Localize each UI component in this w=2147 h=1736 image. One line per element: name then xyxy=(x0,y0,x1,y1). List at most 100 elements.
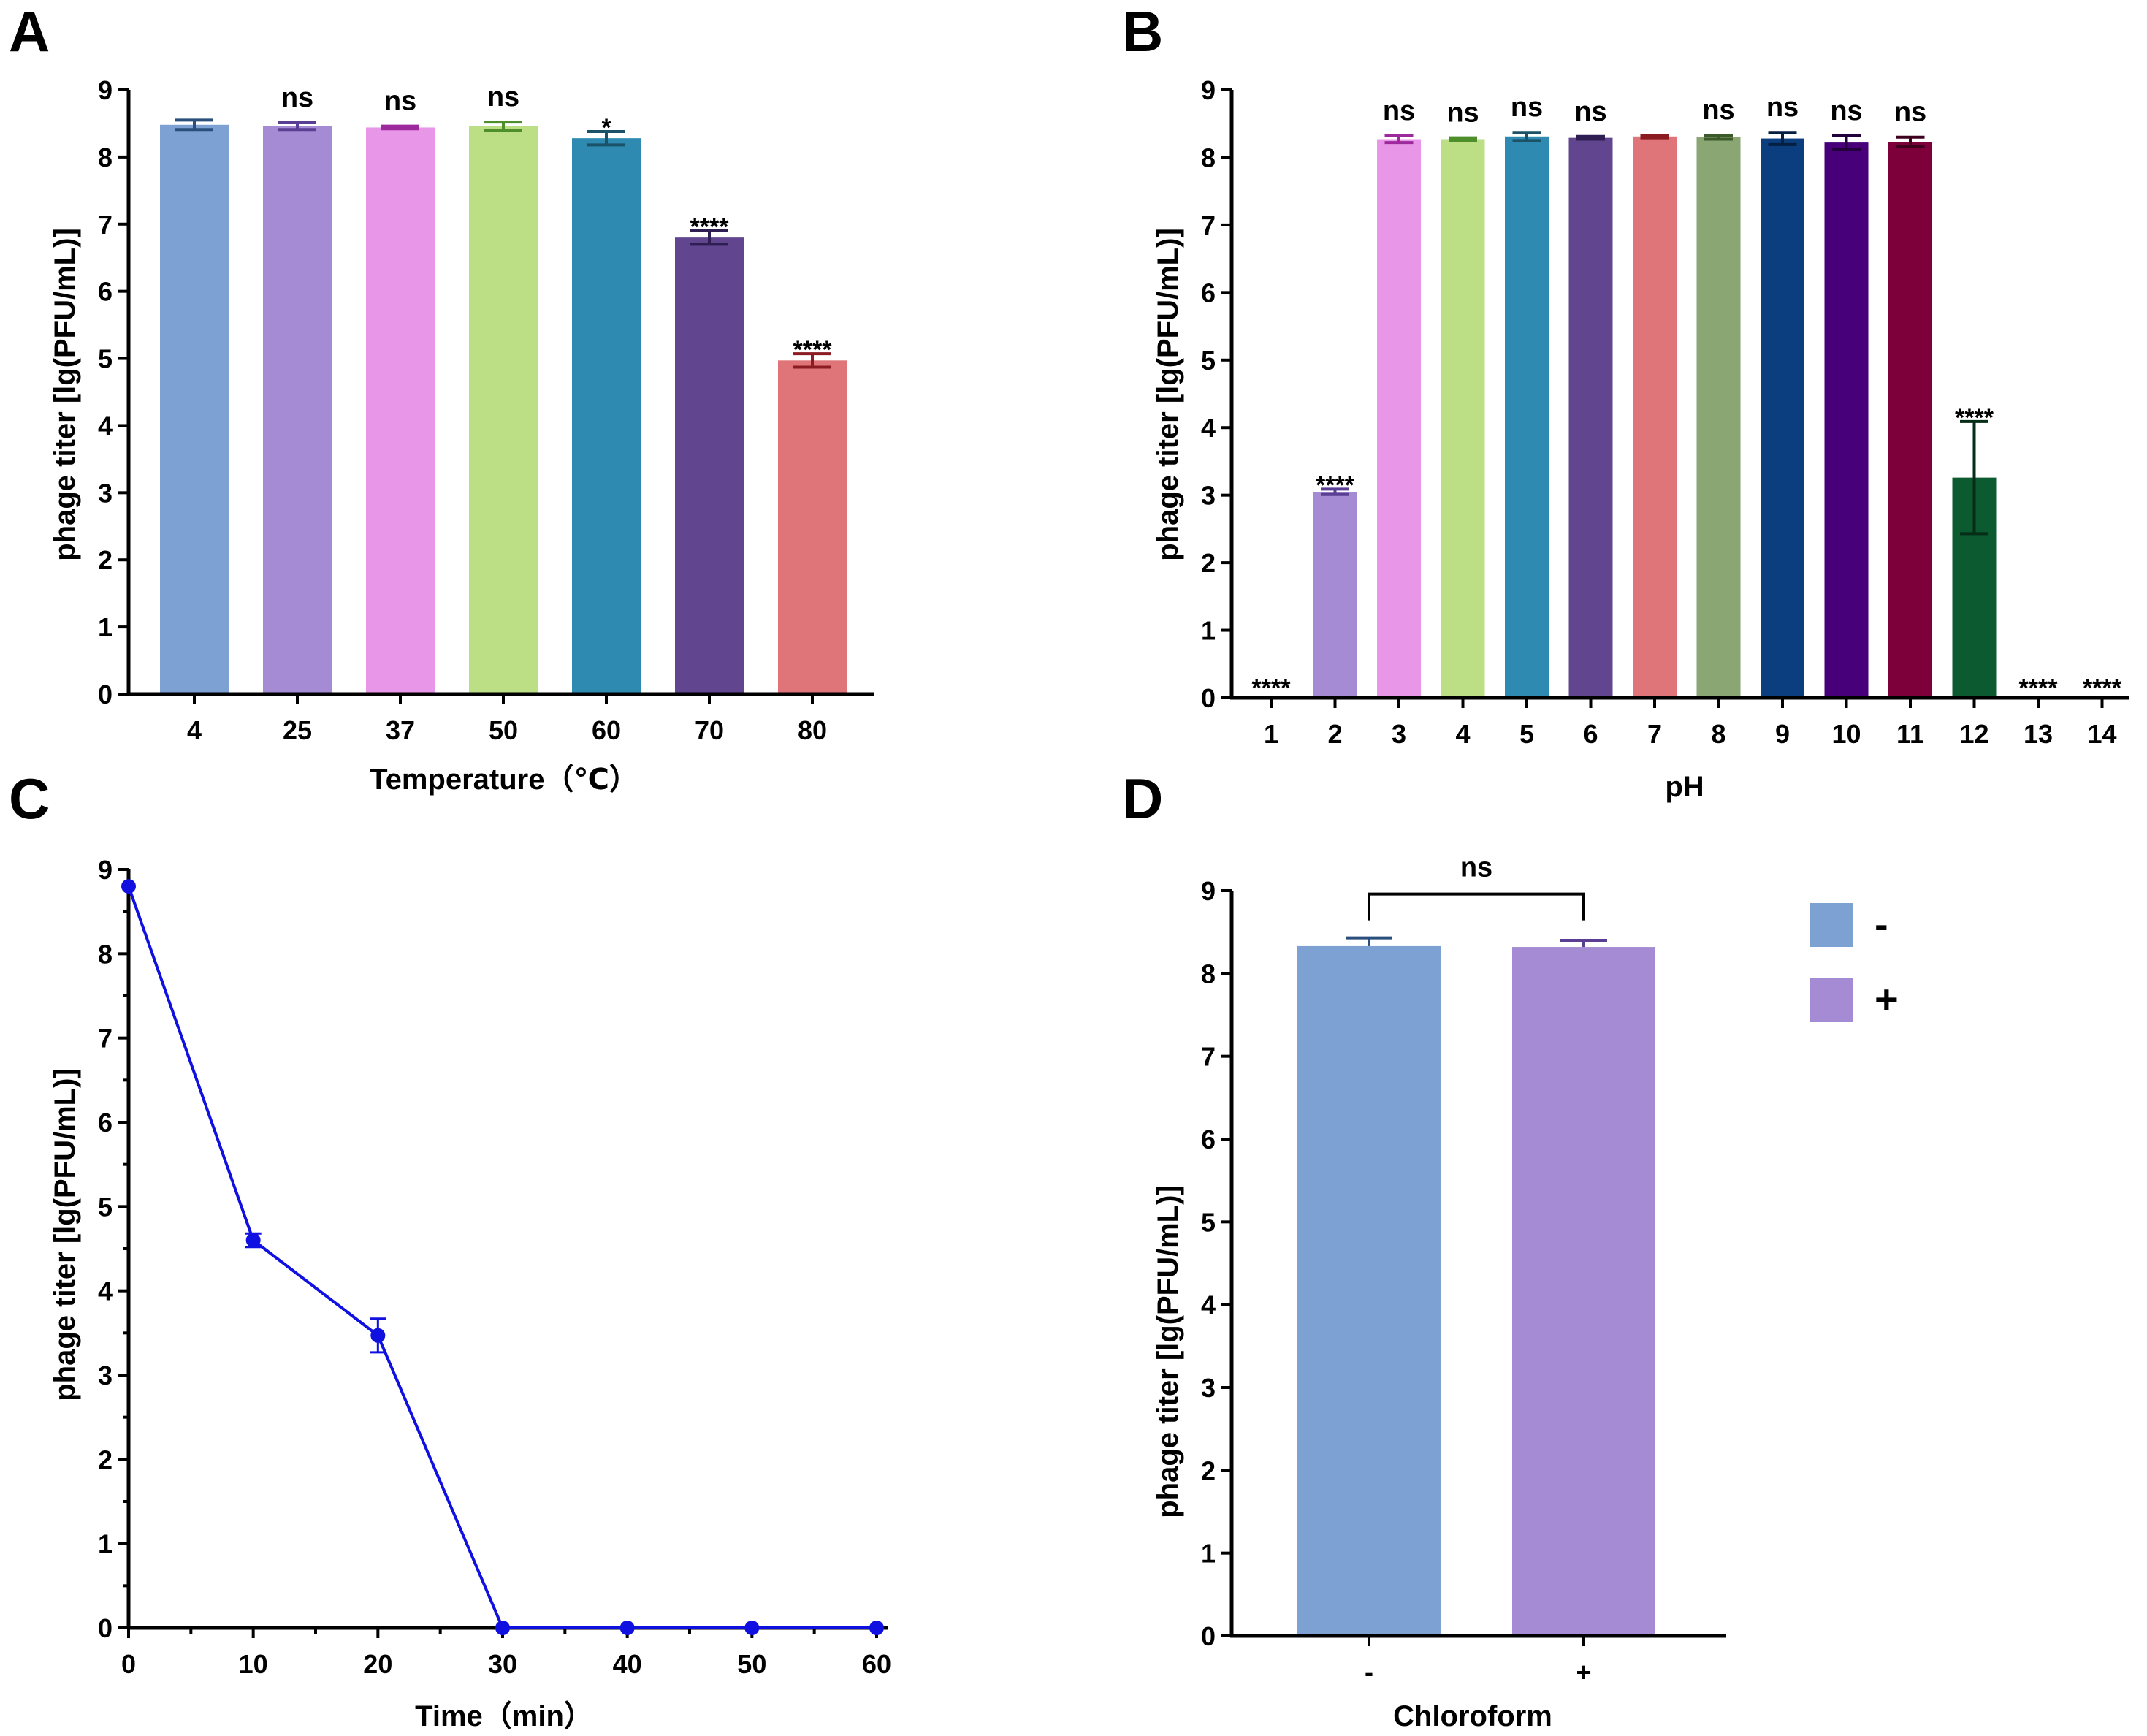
panel-a-x-axis-title: Temperature（℃） xyxy=(370,764,638,796)
panel-b-bar xyxy=(1505,136,1549,698)
panel-b-significance-label: **** xyxy=(1955,404,1994,432)
panel-b-y-tick-label: 7 xyxy=(1201,210,1216,240)
panel-d-comparison-bracket xyxy=(1368,892,1585,921)
panel-a-significance-label: ns xyxy=(487,82,519,113)
panel-c-y-tick-label: 2 xyxy=(98,1444,113,1474)
panel-d-y-axis-title: phage titer [lg(PFU/mL)] xyxy=(1152,1185,1184,1518)
panel-b-x-tick-label: 11 xyxy=(1896,719,1924,749)
panel-c-data-point xyxy=(619,1621,635,1635)
panel-c-x-tick-label: 20 xyxy=(363,1649,392,1679)
panel-d-y-tick-label: 6 xyxy=(1201,1124,1216,1154)
panel-d-comparison-label: ns xyxy=(1460,853,1492,883)
panel-d-x-tick-label: - xyxy=(1365,1657,1373,1687)
panel-a-significance-label: * xyxy=(601,114,611,142)
panel-a-y-tick-label: 6 xyxy=(98,277,113,307)
panel-c-x-tick-label: 30 xyxy=(488,1649,517,1679)
panel-b-y-tick-label: 2 xyxy=(1201,548,1216,578)
panel-b: B phage titer [lg(PFU/mL)] pH 0123456789… xyxy=(1122,0,2129,803)
panel-c-y-tick-label: 3 xyxy=(98,1360,113,1390)
panel-a-significance-label: **** xyxy=(793,336,833,364)
panel-d-legend-swatch xyxy=(1810,903,1853,947)
panel-b-significance-label: ns xyxy=(1446,98,1479,129)
panel-d-legend-swatch xyxy=(1810,978,1853,1022)
panel-b-x-tick-label: 10 xyxy=(1831,719,1861,749)
panel-b-x-tick-label: 13 xyxy=(2024,719,2053,749)
panel-b-x-tick-label: 12 xyxy=(1959,719,1988,749)
panel-b-significance-label: ns xyxy=(1830,96,1862,126)
panel-a-x-tick-label: 80 xyxy=(798,715,827,745)
panel-c-y-tick-label: 7 xyxy=(98,1024,113,1054)
panel-c-y-tick-label: 4 xyxy=(98,1276,113,1306)
panel-d-y-tick-label: 3 xyxy=(1201,1373,1216,1403)
panel-b-significance-label: ns xyxy=(1574,96,1606,127)
panel-b-bar xyxy=(1377,139,1421,698)
panel-b-y-tick-label: 1 xyxy=(1201,616,1216,646)
panel-c-plot: 0 1 2 3 4 5 6 7 8 9 0 10 20 30 40 50 60 xyxy=(98,855,891,1679)
panel-a-significance-label: ns xyxy=(281,83,313,113)
panel-c-data-point xyxy=(744,1621,760,1635)
panel-b-y-tick-label: 5 xyxy=(1201,346,1216,376)
panel-c-y-tick-label: 6 xyxy=(98,1108,113,1138)
panel-b-significance-label: ns xyxy=(1894,97,1926,128)
panel-d-label: D xyxy=(1122,766,1163,831)
panel-b-y-tick-label: 3 xyxy=(1201,481,1216,511)
panel-d-bar xyxy=(1512,947,1655,1636)
panel-b-significance-label: ns xyxy=(1383,96,1415,126)
panel-a-significance-label: **** xyxy=(690,213,730,241)
panel-c-y-tick-label: 1 xyxy=(98,1529,113,1559)
panel-a-x-tick-label: 25 xyxy=(283,715,312,745)
panel-b-y-tick-label: 4 xyxy=(1201,413,1216,443)
panel-d-bar xyxy=(1297,945,1441,1636)
panel-b-significance-label: ns xyxy=(1702,95,1734,126)
panel-b-x-tick-label: 4 xyxy=(1455,719,1470,749)
panel-c-x-tick-label: 10 xyxy=(239,1649,268,1679)
panel-d-y-tick-label: 7 xyxy=(1201,1042,1216,1072)
panel-b-x-tick-label: 3 xyxy=(1392,719,1406,749)
panel-a-bar xyxy=(675,237,744,695)
panel-a-y-tick-label: 1 xyxy=(98,612,113,642)
panel-a-y-tick-label: 4 xyxy=(98,411,113,441)
panel-b-bar xyxy=(1313,492,1357,698)
panel-a-x-tick-label: 37 xyxy=(386,715,415,745)
panel-c-y-tick-label: 8 xyxy=(98,939,113,969)
panel-d-y-tick-label: 1 xyxy=(1201,1539,1216,1569)
panel-d-y-tick-label: 0 xyxy=(1201,1621,1216,1651)
panel-c-data-point xyxy=(869,1621,884,1635)
panel-d-x-axis-title: Chloroform xyxy=(1393,1700,1552,1732)
panel-c-data-point xyxy=(370,1328,386,1343)
panel-a-bar xyxy=(469,126,538,694)
panel-a-x-tick-label: 70 xyxy=(695,715,724,745)
panel-c-x-tick-label: 60 xyxy=(862,1649,891,1679)
panel-d-y-tick-label: 4 xyxy=(1201,1290,1216,1320)
panel-c-y-tick-label: 0 xyxy=(98,1613,113,1643)
panel-d-y-tick-label: 9 xyxy=(1201,876,1216,906)
panel-a-significance-label: ns xyxy=(384,86,416,117)
panel-c-series-line xyxy=(127,886,877,1629)
panel-b-y-tick-label: 0 xyxy=(1201,683,1216,713)
panel-c: C phage titer [lg(PFU/mL)] Time（min） 0 1 2… xyxy=(9,766,891,1732)
panel-a-y-tick-label: 3 xyxy=(98,478,113,508)
panel-b-significance-label: **** xyxy=(1316,471,1355,499)
panel-a-plot: 0 1 2 3 4 5 6 7 8 9 4 25 ns 37 ns 50 ns 60 * 70 **** 80 **** xyxy=(98,75,874,745)
panel-b-bar xyxy=(1888,142,1932,698)
panel-b-x-tick-label: 6 xyxy=(1583,719,1598,749)
panel-a-bar xyxy=(366,127,435,695)
panel-c-data-point xyxy=(495,1621,510,1635)
panel-d-legend: -+ xyxy=(1810,901,1899,1022)
panel-c-y-tick-label: 9 xyxy=(98,855,113,885)
panel-b-significance-label: ns xyxy=(1511,92,1543,123)
panel-d: D phage titer [lg(PFU/mL)] Chloroform 0 1… xyxy=(1122,766,1899,1732)
panel-b-bar xyxy=(1441,139,1485,698)
panel-a-x-tick-label: 4 xyxy=(187,715,202,745)
panel-a-bar xyxy=(572,138,641,694)
panel-d-y-tick-label: 2 xyxy=(1201,1455,1216,1485)
panel-a-x-tick-label: 60 xyxy=(592,715,621,745)
panel-b-x-tick-label: 14 xyxy=(2087,719,2116,749)
panel-d-plot: 0 1 2 3 4 5 6 7 8 9 - + ns xyxy=(1201,853,1726,1687)
panel-c-y-axis-title: phage titer [lg(PFU/mL)] xyxy=(49,1068,81,1401)
panel-b-y-axis-title: phage titer [lg(PFU/mL)] xyxy=(1152,228,1184,561)
panel-a-y-tick-label: 5 xyxy=(98,344,113,374)
panel-a-y-tick-label: 2 xyxy=(98,545,113,575)
